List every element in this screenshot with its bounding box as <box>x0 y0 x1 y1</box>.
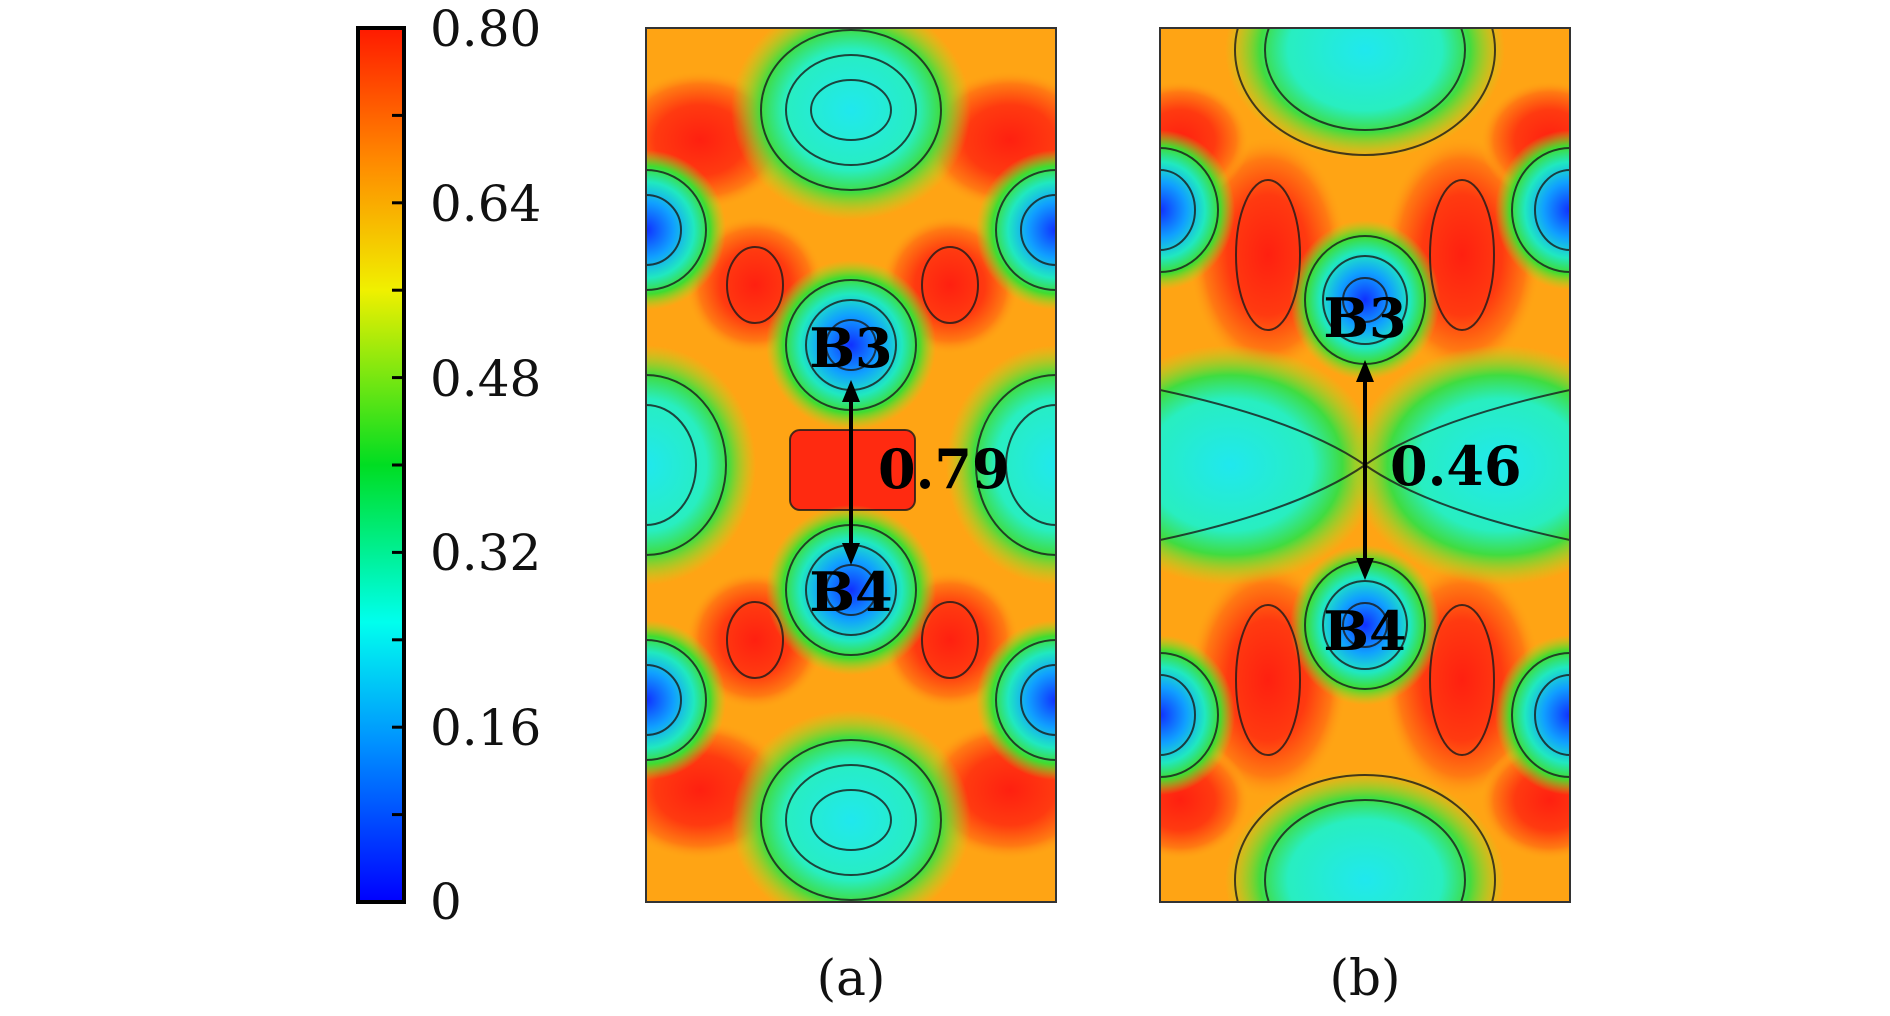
atom-label-b3: B3 <box>1323 286 1406 350</box>
panel-label-b: (b) <box>1329 949 1400 1007</box>
colorbar-ticks <box>392 113 404 817</box>
distance-label: 0.46 <box>1390 434 1522 498</box>
colorbar-tick-label: 0 <box>430 873 462 931</box>
panel-label-a: (a) <box>817 949 886 1007</box>
distance-label: 0.79 <box>878 437 1010 501</box>
panel-b-frame <box>1159 27 1571 903</box>
panel-b-field <box>1160 28 1570 902</box>
atom-label-b3: B3 <box>809 316 892 380</box>
arrow-head-top <box>1356 360 1374 382</box>
colorbar-tick-label: 0.48 <box>430 350 541 408</box>
colorbar: 0.80 0.64 0.48 0.32 0.16 0 <box>356 0 541 931</box>
colorbar-tick-label: 0.80 <box>430 0 541 58</box>
arrow-head-top <box>842 380 860 402</box>
panel-b: B3 B4 0.46 (b) <box>1159 27 1571 1007</box>
panel-a-frame <box>645 27 1057 903</box>
colorbar-tick-label: 0.32 <box>430 524 541 582</box>
colorbar-tick-label: 0.16 <box>430 699 541 757</box>
arrow-head-bottom <box>842 543 860 565</box>
colorbar-tick-label: 0.64 <box>430 175 541 233</box>
panel-a: B3 B4 0.79 (a) <box>645 27 1057 1007</box>
arrow-head-bottom <box>1356 558 1374 580</box>
atom-label-b4: B4 <box>1323 599 1406 663</box>
atom-label-b4: B4 <box>809 560 892 624</box>
